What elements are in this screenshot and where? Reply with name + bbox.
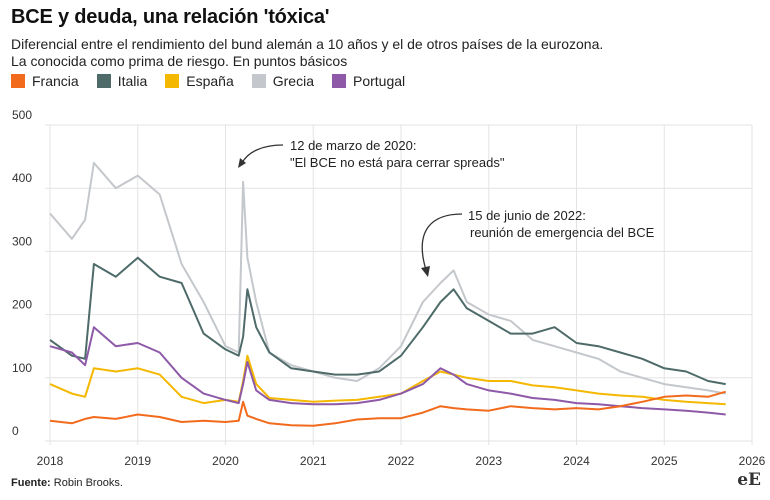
series-line-grecia (49, 161, 726, 395)
series-line-francia (49, 390, 726, 427)
legend-swatch-portugal (331, 74, 346, 88)
publisher-logo: eE (737, 470, 761, 490)
y-tick-label-100: 100 (12, 361, 32, 375)
x-tick-label-2024: 2024 (563, 454, 590, 468)
x-tick-label-2021: 2021 (300, 454, 327, 468)
series-line-italia (49, 256, 726, 386)
x-tick-label-2023: 2023 (475, 454, 502, 468)
y-tick-label-400: 400 (12, 171, 32, 185)
legend-swatch-francia (11, 74, 25, 88)
source-value: Robin Brooks. (53, 477, 123, 489)
x-tick-label-2026: 2026 (739, 454, 766, 468)
legend-swatch-grecia (251, 74, 266, 88)
y-tick-label-500: 500 (12, 108, 32, 122)
annotation-2020-line-2: "El BCE no está para cerrar spreads" (290, 155, 505, 170)
annotation-2022-arrow (421, 213, 463, 271)
x-tick-label-2018: 2018 (37, 454, 64, 468)
legend-label-espana: España (186, 73, 234, 89)
x-tick-label-2020: 2020 (212, 454, 239, 468)
subtitle-line-2: La conocida como prima de riesgo. En pun… (11, 53, 348, 69)
y-tick-label-0: 0 (12, 424, 19, 438)
legend: Francia Italia España Grecia Portugal (11, 73, 405, 89)
legend-swatch-espana (165, 74, 180, 88)
subtitle-line-1: Diferencial entre el rendimiento del bun… (11, 36, 604, 52)
legend-item-espana: España (165, 73, 234, 89)
legend-item-portugal: Portugal (331, 73, 406, 89)
chart-subtitle: Diferencial entre el rendimiento del bun… (11, 36, 603, 70)
source-note: Fuente: Robin Brooks. (11, 477, 123, 489)
series-line-espana (49, 354, 726, 406)
annotation-2020-line-1: 12 de marzo de 2020: (290, 138, 416, 153)
series-line-portugal (49, 326, 726, 416)
chart-title: BCE y deuda, una relación 'tóxica' (11, 6, 330, 28)
legend-item-grecia: Grecia (251, 73, 314, 89)
source-label: Fuente: (11, 477, 51, 489)
x-tick-label-2025: 2025 (651, 454, 678, 468)
y-tick-label-300: 300 (12, 234, 32, 248)
annotation-2020-arrowhead (238, 158, 246, 168)
x-tick-label-2019: 2019 (124, 454, 151, 468)
x-tick-label-2022: 2022 (388, 454, 415, 468)
legend-item-francia: Francia (11, 73, 79, 89)
legend-label-italia: Italia (117, 73, 148, 89)
legend-label-portugal: Portugal (352, 73, 406, 89)
legend-label-francia: Francia (32, 73, 79, 89)
legend-label-grecia: Grecia (272, 73, 314, 89)
annotation-2022-line-2: reunión de emergencia del BCE (470, 225, 655, 240)
line-chart: 0 100 200 300 400 500 2018 2019 2020 2021 2022 2023… (12, 108, 766, 468)
annotation-2020-arrow (241, 144, 284, 164)
legend-swatch-italia (96, 74, 111, 88)
legend-item-italia: Italia (96, 73, 148, 89)
annotation-2022-line-1: 15 de junio de 2022: (468, 208, 586, 223)
y-tick-label-200: 200 (12, 298, 32, 312)
annotation-2022-arrowhead (421, 266, 430, 277)
